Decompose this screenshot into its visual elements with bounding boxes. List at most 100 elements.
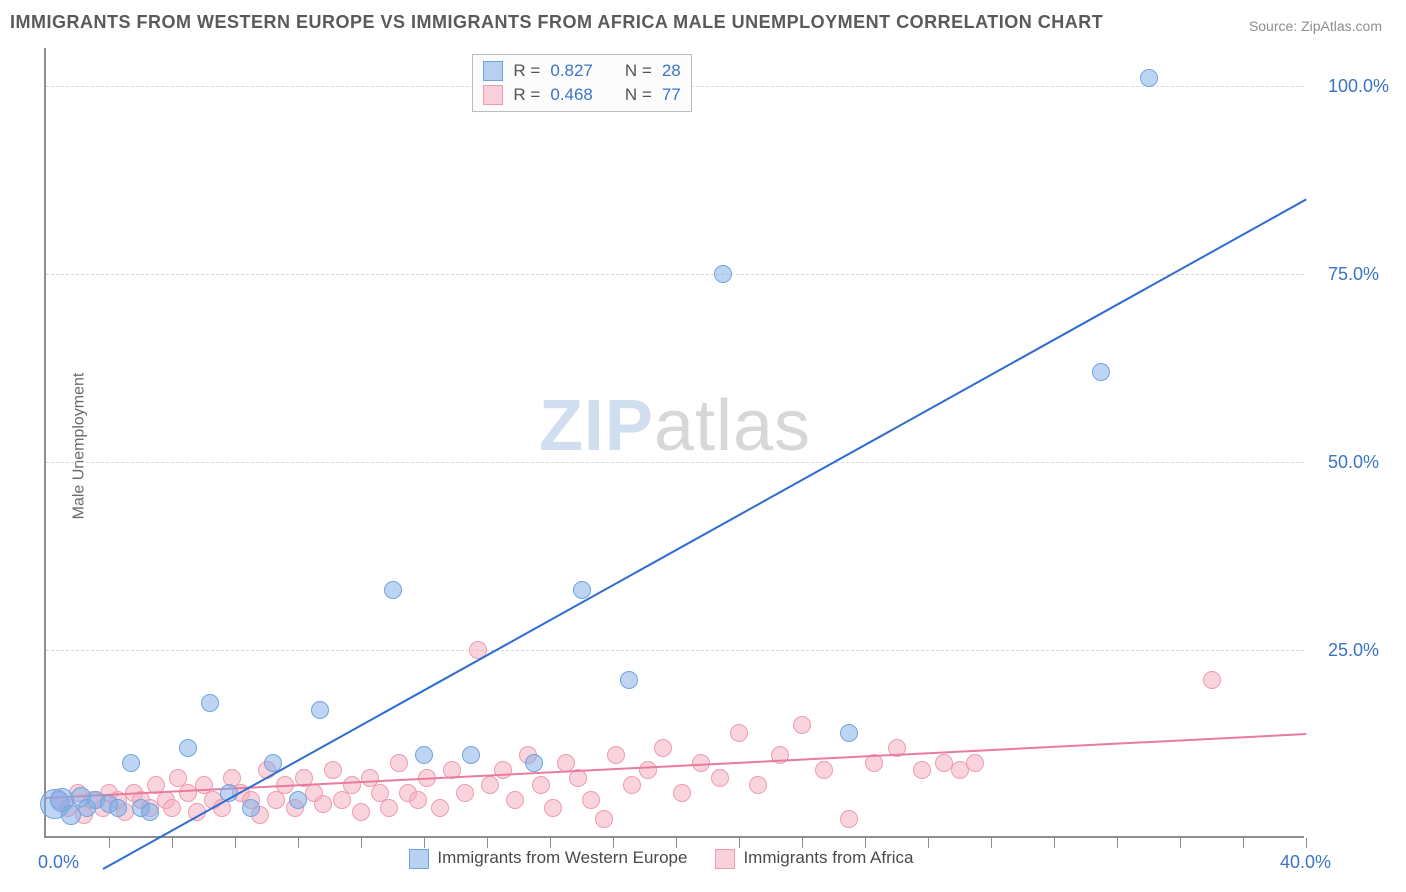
y-tick-label: 50.0% bbox=[1328, 452, 1379, 473]
data-point-af bbox=[456, 784, 474, 802]
data-point-we bbox=[840, 724, 858, 742]
legend-item-label: Immigrants from Western Europe bbox=[437, 848, 687, 867]
legend-swatch-icon bbox=[483, 61, 503, 81]
data-point-af bbox=[557, 754, 575, 772]
x-tick-label: 0.0% bbox=[38, 852, 79, 873]
data-point-af bbox=[1203, 671, 1221, 689]
x-tick-mark bbox=[298, 838, 299, 848]
x-tick-mark bbox=[235, 838, 236, 848]
x-tick-mark bbox=[361, 838, 362, 848]
data-point-we bbox=[109, 799, 127, 817]
data-point-af bbox=[840, 810, 858, 828]
gridline-y bbox=[46, 650, 1304, 651]
x-tick-mark bbox=[424, 838, 425, 848]
data-point-we bbox=[714, 265, 732, 283]
x-tick-mark bbox=[550, 838, 551, 848]
legend-row: R =0.827N =28 bbox=[483, 59, 680, 83]
data-point-we bbox=[242, 799, 260, 817]
data-point-we bbox=[179, 739, 197, 757]
data-point-we bbox=[384, 581, 402, 599]
data-point-we bbox=[573, 581, 591, 599]
data-point-af bbox=[431, 799, 449, 817]
gridline-y bbox=[46, 462, 1304, 463]
legend-n-value: 77 bbox=[662, 85, 681, 105]
data-point-af bbox=[506, 791, 524, 809]
data-point-we bbox=[201, 694, 219, 712]
legend-n-label: N = bbox=[625, 85, 652, 105]
correlation-legend: R = 0.827 N = 28R = 0.468 N = 77 bbox=[472, 54, 691, 112]
y-tick-label: 100.0% bbox=[1328, 76, 1389, 97]
legend-n-value: 28 bbox=[662, 61, 681, 81]
data-point-we bbox=[462, 746, 480, 764]
x-tick-mark bbox=[676, 838, 677, 848]
watermark: ZIPatlas bbox=[539, 385, 811, 467]
data-point-we bbox=[1140, 69, 1158, 87]
x-tick-mark bbox=[487, 838, 488, 848]
data-point-af bbox=[481, 776, 499, 794]
legend-item-label: Immigrants from Africa bbox=[743, 848, 913, 867]
source-attribution: Source: ZipAtlas.com bbox=[1249, 18, 1382, 34]
data-point-we bbox=[122, 754, 140, 772]
data-point-we bbox=[141, 803, 159, 821]
legend-item: Immigrants from Western Europe bbox=[409, 848, 687, 869]
data-point-af bbox=[380, 799, 398, 817]
series-legend: Immigrants from Western Europe Immigrants… bbox=[409, 848, 913, 869]
x-tick-mark bbox=[1243, 838, 1244, 848]
x-tick-label: 40.0% bbox=[1280, 852, 1331, 873]
x-tick-mark bbox=[172, 838, 173, 848]
data-point-af bbox=[673, 784, 691, 802]
legend-swatch-icon bbox=[715, 849, 735, 869]
data-point-af bbox=[544, 799, 562, 817]
chart-title: IMMIGRANTS FROM WESTERN EUROPE VS IMMIGR… bbox=[10, 12, 1103, 33]
legend-swatch-icon bbox=[483, 85, 503, 105]
data-point-af bbox=[639, 761, 657, 779]
data-point-af bbox=[749, 776, 767, 794]
watermark-atlas: atlas bbox=[654, 386, 811, 466]
x-tick-mark bbox=[1306, 838, 1307, 848]
data-point-af bbox=[532, 776, 550, 794]
data-point-af bbox=[343, 776, 361, 794]
data-point-af bbox=[324, 761, 342, 779]
x-tick-mark bbox=[865, 838, 866, 848]
data-point-af bbox=[623, 776, 641, 794]
data-point-we bbox=[620, 671, 638, 689]
x-tick-mark bbox=[991, 838, 992, 848]
data-point-af bbox=[409, 791, 427, 809]
data-point-af bbox=[793, 716, 811, 734]
x-tick-mark bbox=[802, 838, 803, 848]
legend-r-label: R = bbox=[513, 61, 540, 81]
data-point-af bbox=[607, 746, 625, 764]
watermark-zip: ZIP bbox=[539, 386, 654, 466]
data-point-we bbox=[415, 746, 433, 764]
legend-r-label: R = bbox=[513, 85, 540, 105]
legend-row: R = 0.468 N = 77 bbox=[483, 83, 680, 107]
data-point-af bbox=[815, 761, 833, 779]
source-prefix: Source: bbox=[1249, 18, 1301, 34]
data-point-af bbox=[390, 754, 408, 772]
source-link[interactable]: ZipAtlas.com bbox=[1301, 18, 1382, 34]
x-tick-mark bbox=[109, 838, 110, 848]
legend-r-value: 0.827 bbox=[550, 61, 593, 81]
y-tick-label: 75.0% bbox=[1328, 264, 1379, 285]
data-point-we bbox=[289, 791, 307, 809]
x-tick-mark bbox=[1117, 838, 1118, 848]
data-point-af bbox=[582, 791, 600, 809]
x-tick-mark bbox=[1054, 838, 1055, 848]
legend-swatch-icon bbox=[409, 849, 429, 869]
legend-item: Immigrants from Africa bbox=[715, 848, 913, 869]
data-point-af bbox=[352, 803, 370, 821]
data-point-af bbox=[163, 799, 181, 817]
data-point-af bbox=[966, 754, 984, 772]
x-tick-mark bbox=[928, 838, 929, 848]
data-point-af bbox=[913, 761, 931, 779]
x-tick-mark bbox=[613, 838, 614, 848]
y-tick-label: 25.0% bbox=[1328, 640, 1379, 661]
data-point-af bbox=[711, 769, 729, 787]
x-tick-mark bbox=[739, 838, 740, 848]
data-point-we bbox=[525, 754, 543, 772]
data-point-af bbox=[494, 761, 512, 779]
data-point-af bbox=[654, 739, 672, 757]
data-point-af bbox=[730, 724, 748, 742]
data-point-af bbox=[314, 795, 332, 813]
legend-r-value: 0.468 bbox=[550, 85, 593, 105]
